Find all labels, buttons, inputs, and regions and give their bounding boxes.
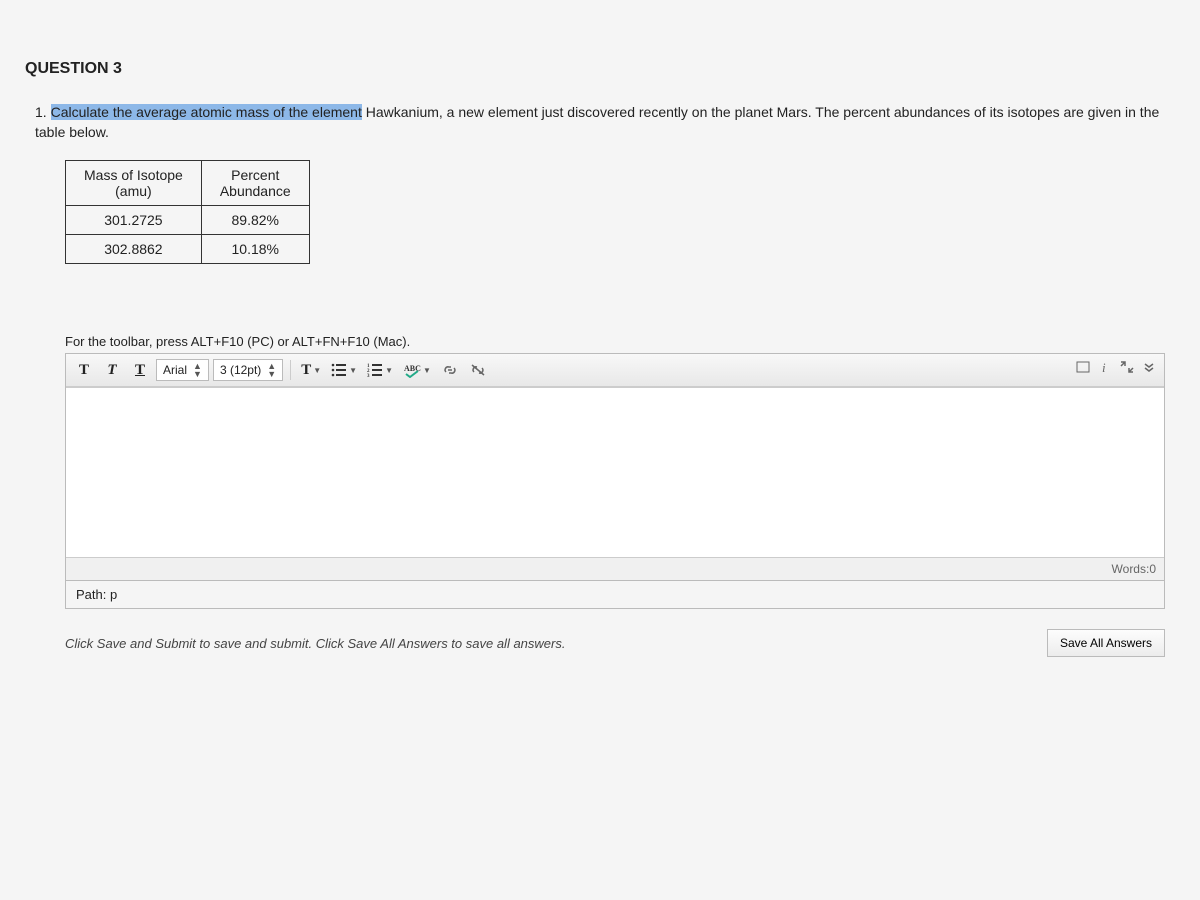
col-abundance-header: Percent Abundance — [201, 161, 309, 206]
chevron-down-icon: ▼ — [313, 366, 321, 375]
cell-mass: 301.2725 — [66, 206, 202, 235]
col1-line2: (amu) — [115, 183, 152, 199]
text-color-button[interactable]: T▼ — [298, 358, 324, 382]
table-header-row: Mass of Isotope (amu) Percent Abundance — [66, 161, 310, 206]
font-size-select[interactable]: 3 (12pt) ▲▼ — [213, 359, 283, 381]
bullet-list-icon — [331, 363, 347, 377]
link-icon — [442, 363, 458, 377]
spellcheck-button[interactable]: ABC ▼ — [400, 358, 434, 382]
bullet-list-button[interactable]: ▼ — [328, 358, 360, 382]
col-mass-header: Mass of Isotope (amu) — [66, 161, 202, 206]
isotope-table: Mass of Isotope (amu) Percent Abundance … — [65, 160, 310, 264]
question-highlighted-text: Calculate the average atomic mass of the… — [51, 104, 362, 120]
link-button[interactable] — [438, 358, 462, 382]
font-family-select[interactable]: Arial ▲▼ — [156, 359, 209, 381]
question-prompt: 1. Calculate the average atomic mass of … — [35, 103, 1175, 142]
toolbar-right-group: i — [1074, 358, 1158, 376]
expand-icon[interactable] — [1118, 358, 1136, 376]
unlink-button[interactable] — [466, 358, 490, 382]
table-row: 301.2725 89.82% — [66, 206, 310, 235]
editor-footer: Words:0 — [66, 557, 1164, 580]
numbered-list-icon: 1 2 3 — [367, 363, 383, 377]
numbered-list-button[interactable]: 1 2 3 ▼ — [364, 358, 396, 382]
toolbar-hint: For the toolbar, press ALT+F10 (PC) or A… — [65, 334, 1165, 349]
rich-text-editor: T T T Arial ▲▼ 3 (12pt) ▲▼ T▼ — [65, 353, 1165, 581]
editor-toolbar: T T T Arial ▲▼ 3 (12pt) ▲▼ T▼ — [66, 354, 1164, 387]
italic-button[interactable]: T — [100, 358, 124, 382]
editor-path: Path: p — [65, 581, 1165, 609]
chevron-down-icon: ▼ — [349, 366, 357, 375]
separator — [290, 360, 291, 380]
select-arrows-icon: ▲▼ — [267, 362, 276, 378]
cell-abundance: 89.82% — [201, 206, 309, 235]
cell-abundance: 10.18% — [201, 235, 309, 264]
col2-line1: Percent — [231, 167, 279, 183]
word-count: Words:0 — [1112, 562, 1156, 576]
table-row: 302.8862 10.18% — [66, 235, 310, 264]
unlink-icon — [470, 363, 486, 377]
underline-button[interactable]: T — [128, 358, 152, 382]
select-arrows-icon: ▲▼ — [193, 362, 202, 378]
svg-text:i: i — [1102, 360, 1106, 374]
question-body: 1. Calculate the average atomic mass of … — [25, 103, 1175, 657]
question-page: QUESTION 3 1. Calculate the average atom… — [0, 0, 1200, 900]
editor-textarea[interactable] — [66, 387, 1164, 557]
chevron-down-icon: ▼ — [423, 366, 431, 375]
text-color-label: T — [301, 362, 311, 379]
save-hint: Click Save and Submit to save and submit… — [65, 636, 565, 651]
chevron-down-icon: ▼ — [385, 366, 393, 375]
svg-text:3: 3 — [367, 374, 370, 377]
info-icon[interactable]: i — [1096, 358, 1114, 376]
bottom-row: Click Save and Submit to save and submit… — [65, 629, 1165, 657]
font-size-value: 3 (12pt) — [220, 363, 261, 377]
question-heading: QUESTION 3 — [25, 60, 1175, 78]
col2-line2: Abundance — [220, 183, 291, 199]
editor-wrap: For the toolbar, press ALT+F10 (PC) or A… — [65, 334, 1165, 657]
font-family-value: Arial — [163, 363, 187, 377]
cell-mass: 302.8862 — [66, 235, 202, 264]
spellcheck-icon: ABC — [403, 362, 421, 378]
col1-line1: Mass of Isotope — [84, 167, 183, 183]
save-all-answers-button[interactable]: Save All Answers — [1047, 629, 1165, 657]
bold-button[interactable]: T — [72, 358, 96, 382]
more-rows-icon[interactable] — [1140, 358, 1158, 376]
question-number: 1. — [35, 104, 47, 120]
fullscreen-icon[interactable] — [1074, 358, 1092, 376]
